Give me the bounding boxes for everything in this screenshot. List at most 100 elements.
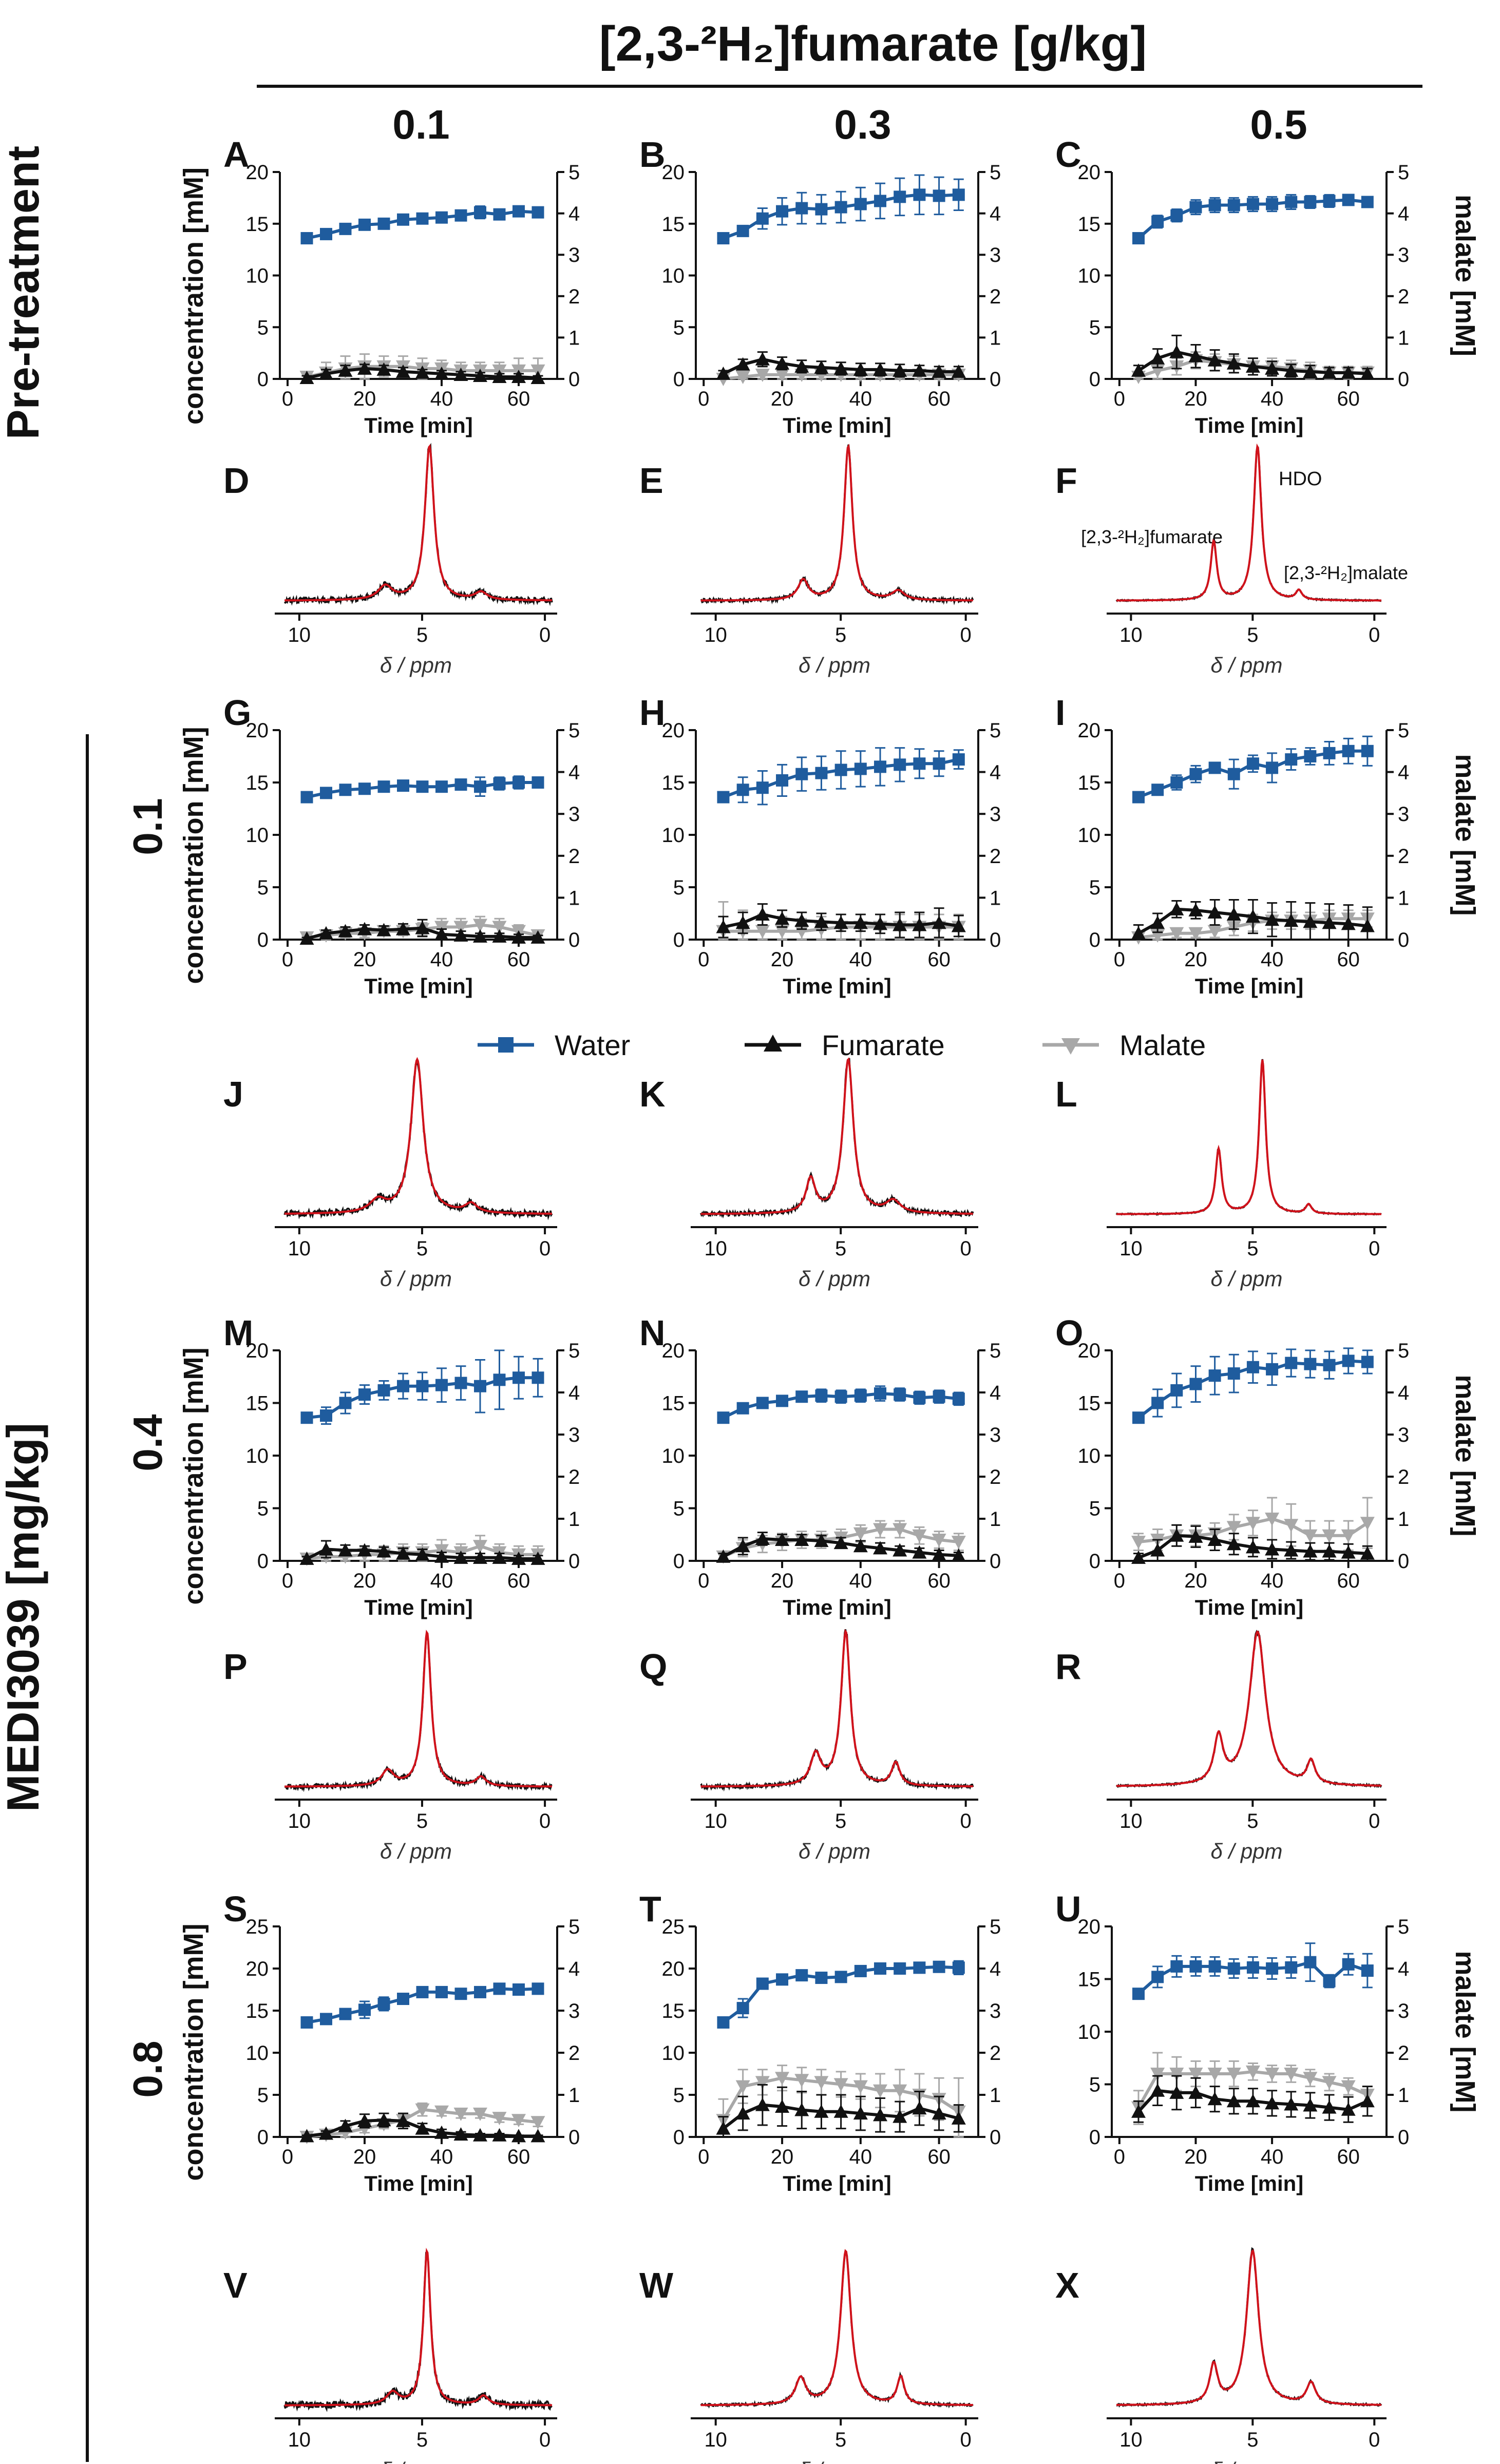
data-point-fumarate xyxy=(794,913,809,927)
panel-letter-K: K xyxy=(639,1074,666,1114)
ppm-tick-label: 10 xyxy=(288,624,311,646)
panel-letter-S: S xyxy=(223,1889,248,1929)
data-point-water xyxy=(1285,753,1298,766)
data-point-fumarate xyxy=(1188,1529,1203,1543)
ppm-tick-label: 0 xyxy=(960,624,972,646)
data-point-fumarate xyxy=(1131,926,1146,940)
series-water xyxy=(717,174,965,244)
data-point-fumarate xyxy=(415,1547,430,1561)
x-axis-label: Time [min] xyxy=(364,974,473,998)
data-point-fumarate xyxy=(951,1548,966,1562)
data-point-fumarate xyxy=(755,352,770,366)
y2-tick-label: 4 xyxy=(568,1382,580,1404)
ppm-tick-label: 5 xyxy=(416,2429,428,2451)
x-tick-label: 60 xyxy=(927,1570,951,1592)
data-point-fumarate xyxy=(453,2127,468,2141)
panel-letter-H: H xyxy=(639,693,666,733)
spectrum-raw-trace xyxy=(283,1059,553,1220)
data-point-water xyxy=(1266,1962,1279,1975)
series-water xyxy=(1132,735,1374,804)
x-tick-label: 60 xyxy=(507,948,530,971)
data-point-water xyxy=(358,218,371,231)
data-point-water xyxy=(1323,747,1336,759)
y-tick-label: 20 xyxy=(662,161,685,184)
data-point-water xyxy=(416,780,429,793)
y2-tick-label: 0 xyxy=(990,1550,1001,1573)
data-point-fumarate xyxy=(1150,2083,1165,2097)
ppm-tick-label: 10 xyxy=(1119,624,1143,646)
y-tick-label: 5 xyxy=(257,876,269,899)
data-point-water xyxy=(512,776,525,789)
chart-panel-N: N 0 5 10 15 20 0 1 2 3 4 5 0 20 40 60 Time [min] xyxy=(639,1313,1001,1619)
data-point-fumarate xyxy=(453,928,468,942)
y-axis-label: concentration [mM] xyxy=(178,727,209,984)
data-point-fumarate xyxy=(1360,919,1375,932)
x-tick-label: 60 xyxy=(507,1570,530,1592)
data-point-fumarate xyxy=(434,1549,449,1563)
data-point-fumarate xyxy=(853,915,868,929)
y2-tick-label: 4 xyxy=(990,1382,1001,1404)
spectrum-panel-J: J 10 5 0 δ / ppm xyxy=(223,1057,557,1291)
data-point-fumarate xyxy=(932,915,946,929)
data-point-water xyxy=(913,1961,926,1974)
data-point-water xyxy=(952,188,965,201)
data-point-water xyxy=(320,227,332,240)
y2-tick-label: 3 xyxy=(568,1424,580,1446)
y-tick-label: 20 xyxy=(1078,1916,1101,1938)
y-tick-label: 5 xyxy=(1089,316,1100,339)
data-point-water xyxy=(454,1988,467,2000)
y-tick-label: 15 xyxy=(1078,213,1101,236)
data-point-fumarate xyxy=(1245,909,1260,923)
data-point-water xyxy=(474,206,486,219)
data-point-water xyxy=(320,1409,332,1422)
data-point-water xyxy=(377,780,390,793)
x-tick-label: 0 xyxy=(282,948,293,971)
data-point-fumarate xyxy=(932,1547,946,1561)
data-point-fumarate xyxy=(299,931,314,945)
data-point-water xyxy=(531,1371,544,1384)
data-point-water xyxy=(736,2002,749,2015)
ppm-axis-label: δ / ppm xyxy=(799,653,870,677)
data-point-malate xyxy=(453,2107,468,2121)
y2-tick-label: 4 xyxy=(1398,761,1409,784)
data-point-fumarate xyxy=(453,367,468,381)
data-point-fumarate xyxy=(833,915,848,929)
data-point-fumarate xyxy=(775,2099,790,2113)
data-point-fumarate xyxy=(396,364,410,378)
data-point-water xyxy=(358,1388,371,1401)
ppm-axis-label: δ / ppm xyxy=(380,653,452,677)
data-point-water xyxy=(1246,1361,1259,1373)
x-tick-label: 0 xyxy=(698,2146,709,2168)
data-point-fumarate xyxy=(1265,912,1280,926)
ppm-tick-label: 0 xyxy=(1369,1237,1380,1260)
y-tick-label: 20 xyxy=(1078,719,1101,742)
y2-tick-label: 2 xyxy=(1398,1466,1409,1488)
spectrum-panel-F: F 10 5 0 δ / ppm xyxy=(1055,443,1387,677)
data-point-water xyxy=(1342,744,1355,757)
data-point-fumarate xyxy=(434,366,449,380)
y-tick-label: 5 xyxy=(1089,876,1100,899)
spectrum-fit-trace xyxy=(1116,443,1381,602)
y2-tick-label: 0 xyxy=(1398,1550,1409,1573)
y2-axis-label: malate [mM] xyxy=(1450,754,1480,915)
data-point-water xyxy=(397,1993,409,2005)
panel-letter-T: T xyxy=(639,1889,661,1929)
data-point-water xyxy=(1304,1956,1317,1969)
data-point-fumarate xyxy=(396,1546,410,1560)
y-tick-label: 5 xyxy=(257,316,269,339)
y2-tick-label: 4 xyxy=(1398,1382,1409,1404)
data-point-water xyxy=(1132,791,1145,804)
y-tick-label: 15 xyxy=(662,213,685,236)
data-point-fumarate xyxy=(1322,365,1337,379)
panel-letter-C: C xyxy=(1055,135,1081,175)
legend-label-fumarate: Fumarate xyxy=(822,1029,945,1061)
dose-col-1: 0.1 xyxy=(392,102,449,147)
data-point-malate xyxy=(434,2105,449,2119)
y2-tick-label: 0 xyxy=(990,368,1001,391)
data-point-malate xyxy=(473,2107,487,2121)
panel-letter-D: D xyxy=(223,461,250,501)
data-point-fumarate xyxy=(1169,1528,1184,1542)
series-fumarate xyxy=(1131,334,1375,380)
legend-swatch-water-marker xyxy=(498,1037,514,1053)
data-point-fumarate xyxy=(492,369,507,383)
